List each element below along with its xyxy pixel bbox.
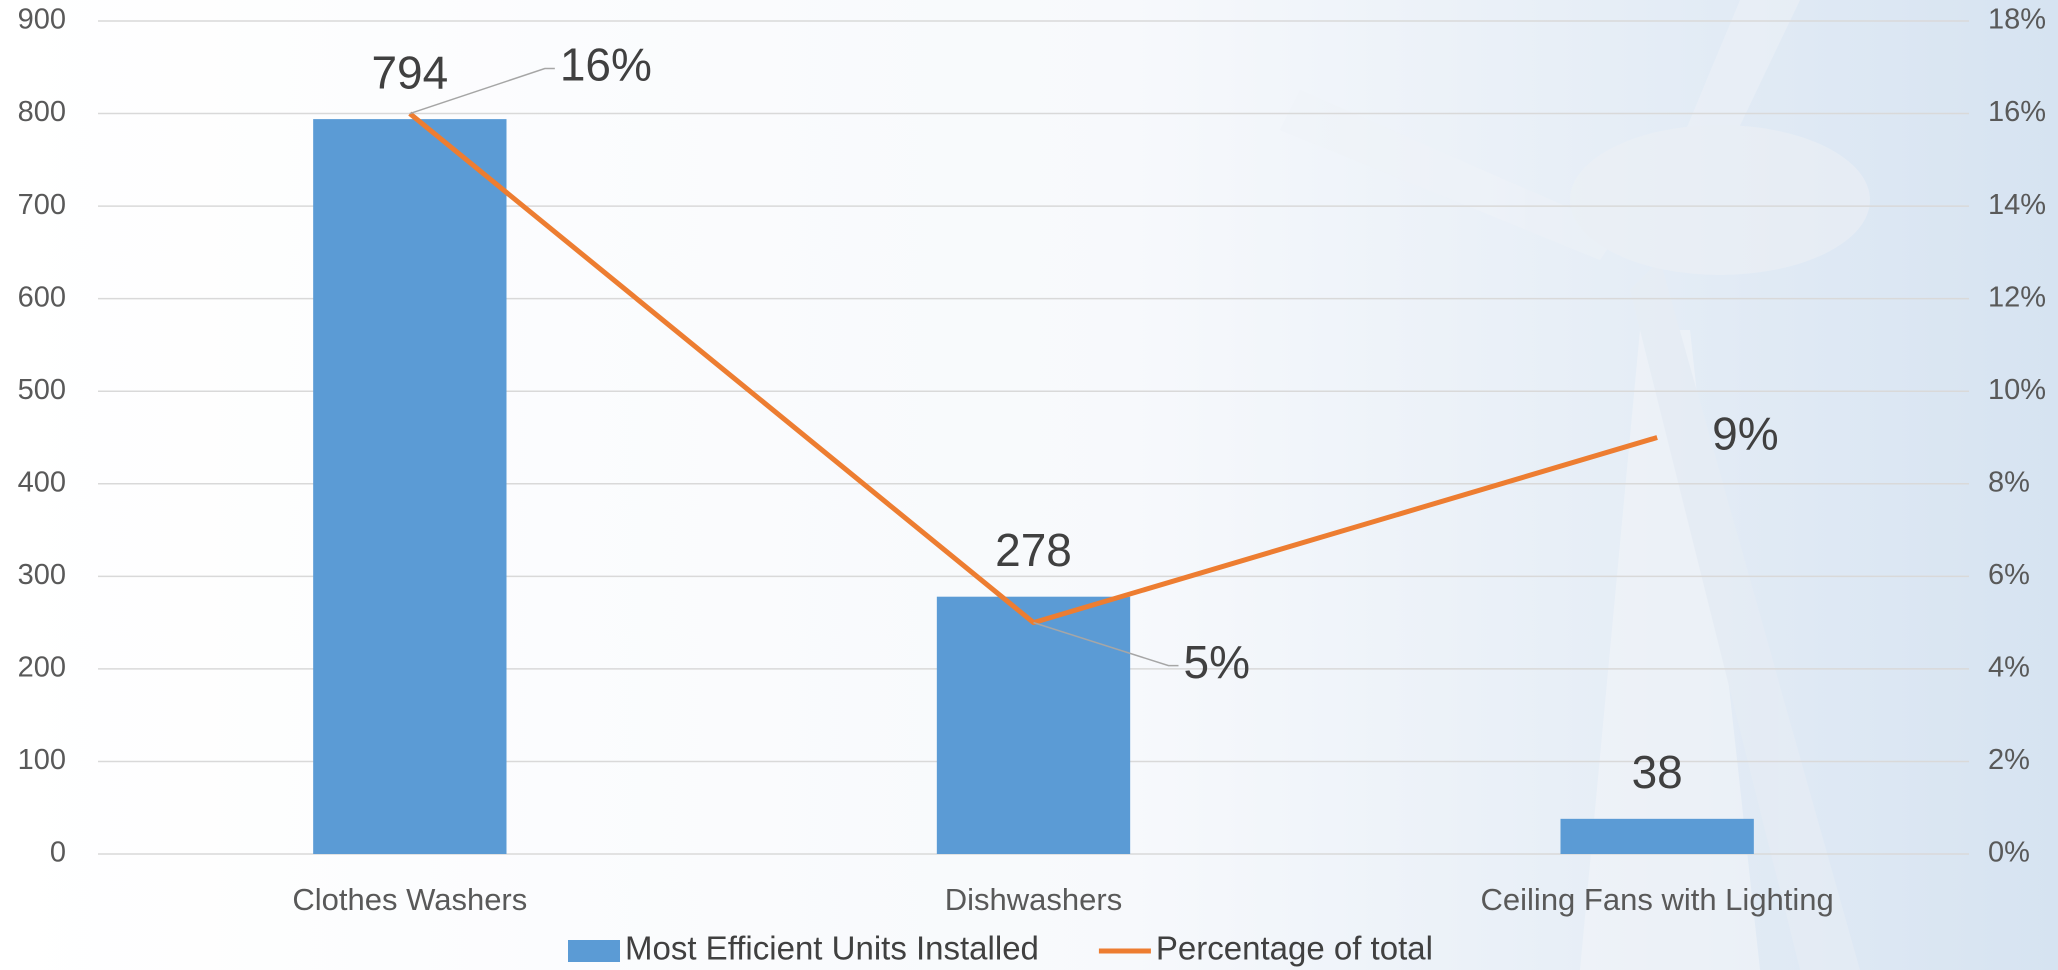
y-tick-label: 300 xyxy=(18,559,66,591)
y-tick-label: 700 xyxy=(18,189,66,221)
y2-tick-label: 6% xyxy=(1988,559,2030,591)
bar xyxy=(937,597,1130,854)
y-tick-label: 900 xyxy=(18,4,66,36)
legend-label: Percentage of total xyxy=(1156,930,1433,967)
bar xyxy=(1560,819,1753,854)
y2-tick-label: 8% xyxy=(1988,466,2030,498)
y-tick-label: 100 xyxy=(18,744,66,776)
chart: 0 100 200 300 400 500 600 700 800 900 0% 2% 4% 6% 8% 10… xyxy=(0,0,2058,970)
y2-tick-label: 18% xyxy=(1988,4,2046,36)
x-tick-label: Dishwashers xyxy=(945,882,1122,917)
x-tick-label: Clothes Washers xyxy=(292,882,527,917)
bar xyxy=(313,119,506,854)
x-tick-label: Ceiling Fans with Lighting xyxy=(1481,882,1834,917)
y-tick-label: 500 xyxy=(18,374,66,406)
legend-label: Most Efficient Units Installed xyxy=(625,930,1039,967)
data-label: 5% xyxy=(1184,636,1250,688)
data-label: 38 xyxy=(1632,746,1683,798)
legend-swatch xyxy=(568,940,620,962)
data-label: 794 xyxy=(371,46,448,98)
y-tick-label: 800 xyxy=(18,96,66,128)
y2-tick-label: 10% xyxy=(1988,374,2046,406)
y-tick-label: 400 xyxy=(18,466,66,498)
y-tick-label: 200 xyxy=(18,652,66,684)
y-tick-label: 0 xyxy=(50,837,66,869)
y2-tick-label: 14% xyxy=(1988,189,2046,221)
y2-tick-label: 0% xyxy=(1988,837,2030,869)
data-label: 9% xyxy=(1712,408,1778,460)
y2-tick-label: 4% xyxy=(1988,652,2030,684)
y-tick-label: 600 xyxy=(18,281,66,313)
data-label: 16% xyxy=(560,39,652,91)
y2-tick-label: 12% xyxy=(1988,281,2046,313)
y2-tick-label: 2% xyxy=(1988,744,2030,776)
y2-tick-label: 16% xyxy=(1988,96,2046,128)
data-label: 278 xyxy=(995,524,1072,576)
